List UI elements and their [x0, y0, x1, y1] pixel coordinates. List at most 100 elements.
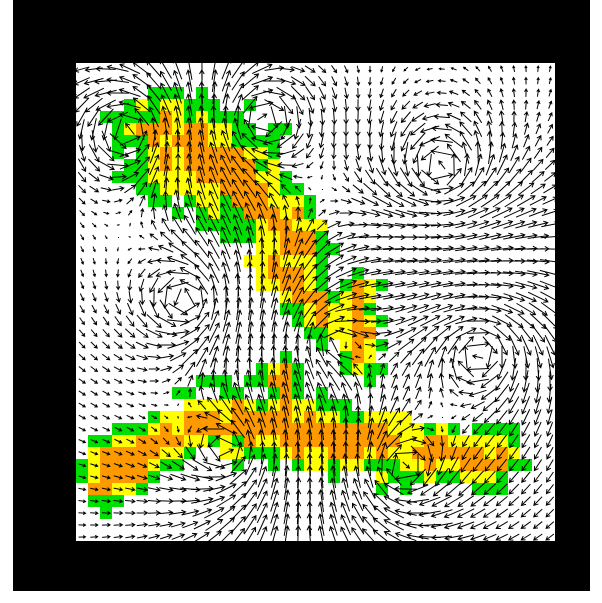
arrow	[318, 209, 327, 217]
arrow	[163, 426, 169, 433]
arrow	[445, 481, 463, 497]
arrow	[136, 498, 149, 504]
arrow	[313, 301, 332, 317]
arrow	[183, 532, 198, 541]
arrow	[215, 483, 237, 495]
arrow	[320, 174, 323, 180]
arrow	[102, 390, 111, 396]
arrow	[113, 463, 123, 468]
arrow	[222, 105, 229, 129]
arrow	[548, 88, 553, 97]
arrow	[508, 458, 519, 472]
arrow	[367, 133, 373, 150]
arrow	[448, 456, 459, 474]
arrow	[335, 267, 357, 278]
arrow	[182, 459, 199, 471]
arrow	[91, 222, 97, 228]
arrow	[406, 532, 429, 540]
arrow	[147, 486, 161, 493]
arrow	[114, 414, 123, 420]
arrow	[391, 77, 397, 85]
arrow	[504, 194, 525, 208]
arrow	[469, 508, 486, 518]
arrow	[207, 444, 221, 462]
arrow	[272, 453, 278, 476]
arrow	[473, 110, 483, 124]
arrow	[157, 244, 174, 253]
arrow	[138, 268, 146, 278]
arrow	[194, 323, 210, 342]
arrow	[283, 237, 291, 260]
arrow	[455, 232, 478, 240]
arrow	[125, 378, 135, 384]
arrow	[483, 167, 497, 187]
arrow	[148, 521, 161, 528]
arrow	[90, 487, 99, 492]
arrow	[386, 340, 402, 350]
arrow	[281, 357, 289, 380]
arrow	[496, 358, 507, 381]
arrow	[533, 446, 542, 460]
arrow	[533, 496, 543, 506]
arrow	[84, 97, 103, 113]
arrow	[180, 302, 201, 316]
arrow	[447, 101, 460, 108]
arrow	[186, 165, 193, 188]
arrow	[317, 513, 325, 536]
arrow	[394, 245, 418, 252]
arrow	[499, 76, 504, 85]
arrow	[257, 381, 266, 404]
arrow	[211, 81, 218, 104]
arrow	[503, 232, 526, 240]
arrow	[460, 457, 472, 473]
arrow	[187, 425, 193, 434]
arrow	[327, 221, 342, 229]
arrow	[330, 465, 337, 488]
arrow	[173, 93, 182, 116]
arrow	[462, 345, 469, 368]
arrow	[276, 133, 296, 149]
arrow	[483, 495, 497, 507]
arrow	[136, 354, 149, 361]
arrow	[292, 298, 304, 320]
arrow	[443, 508, 464, 519]
arrow	[470, 495, 486, 507]
arrow	[323, 303, 345, 315]
arrow	[271, 261, 279, 284]
arrow	[533, 396, 542, 415]
arrow	[252, 169, 271, 185]
arrow	[294, 429, 301, 452]
arrow	[382, 245, 406, 252]
arrow	[361, 196, 380, 206]
arrow	[353, 381, 362, 404]
arrow	[231, 130, 244, 151]
arrow	[173, 105, 181, 128]
arrow	[459, 402, 472, 408]
arrow	[308, 187, 312, 191]
arrow	[403, 66, 409, 72]
arrow	[530, 183, 546, 195]
arrow	[126, 426, 135, 432]
arrow	[159, 299, 173, 319]
arrow	[208, 189, 219, 212]
arrow	[194, 239, 210, 258]
arrow	[140, 207, 145, 218]
arrow	[419, 292, 442, 301]
arrow	[281, 393, 290, 416]
arrow	[184, 287, 196, 306]
arrow	[540, 246, 561, 252]
arrow	[172, 69, 183, 92]
arrow	[148, 366, 161, 372]
arrow	[456, 376, 475, 386]
arrow	[257, 525, 268, 548]
arrow	[455, 316, 478, 325]
arrow	[332, 173, 337, 181]
arrow	[353, 363, 363, 375]
arrow	[250, 136, 273, 145]
arrow	[138, 438, 147, 444]
arrow	[366, 110, 373, 125]
arrow	[313, 312, 331, 330]
arrow	[352, 477, 363, 500]
arrow	[97, 108, 114, 126]
arrow	[146, 83, 162, 102]
